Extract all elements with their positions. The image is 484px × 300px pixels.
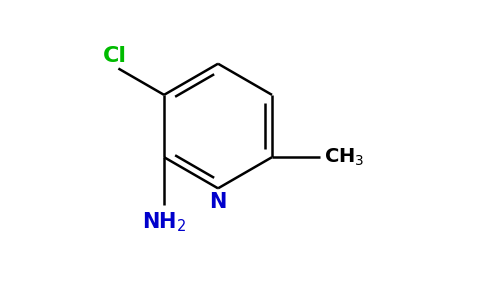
- Text: CH$_3$: CH$_3$: [324, 146, 364, 168]
- Text: N: N: [210, 192, 227, 212]
- Text: Cl: Cl: [103, 46, 126, 66]
- Text: NH$_2$: NH$_2$: [142, 211, 186, 235]
